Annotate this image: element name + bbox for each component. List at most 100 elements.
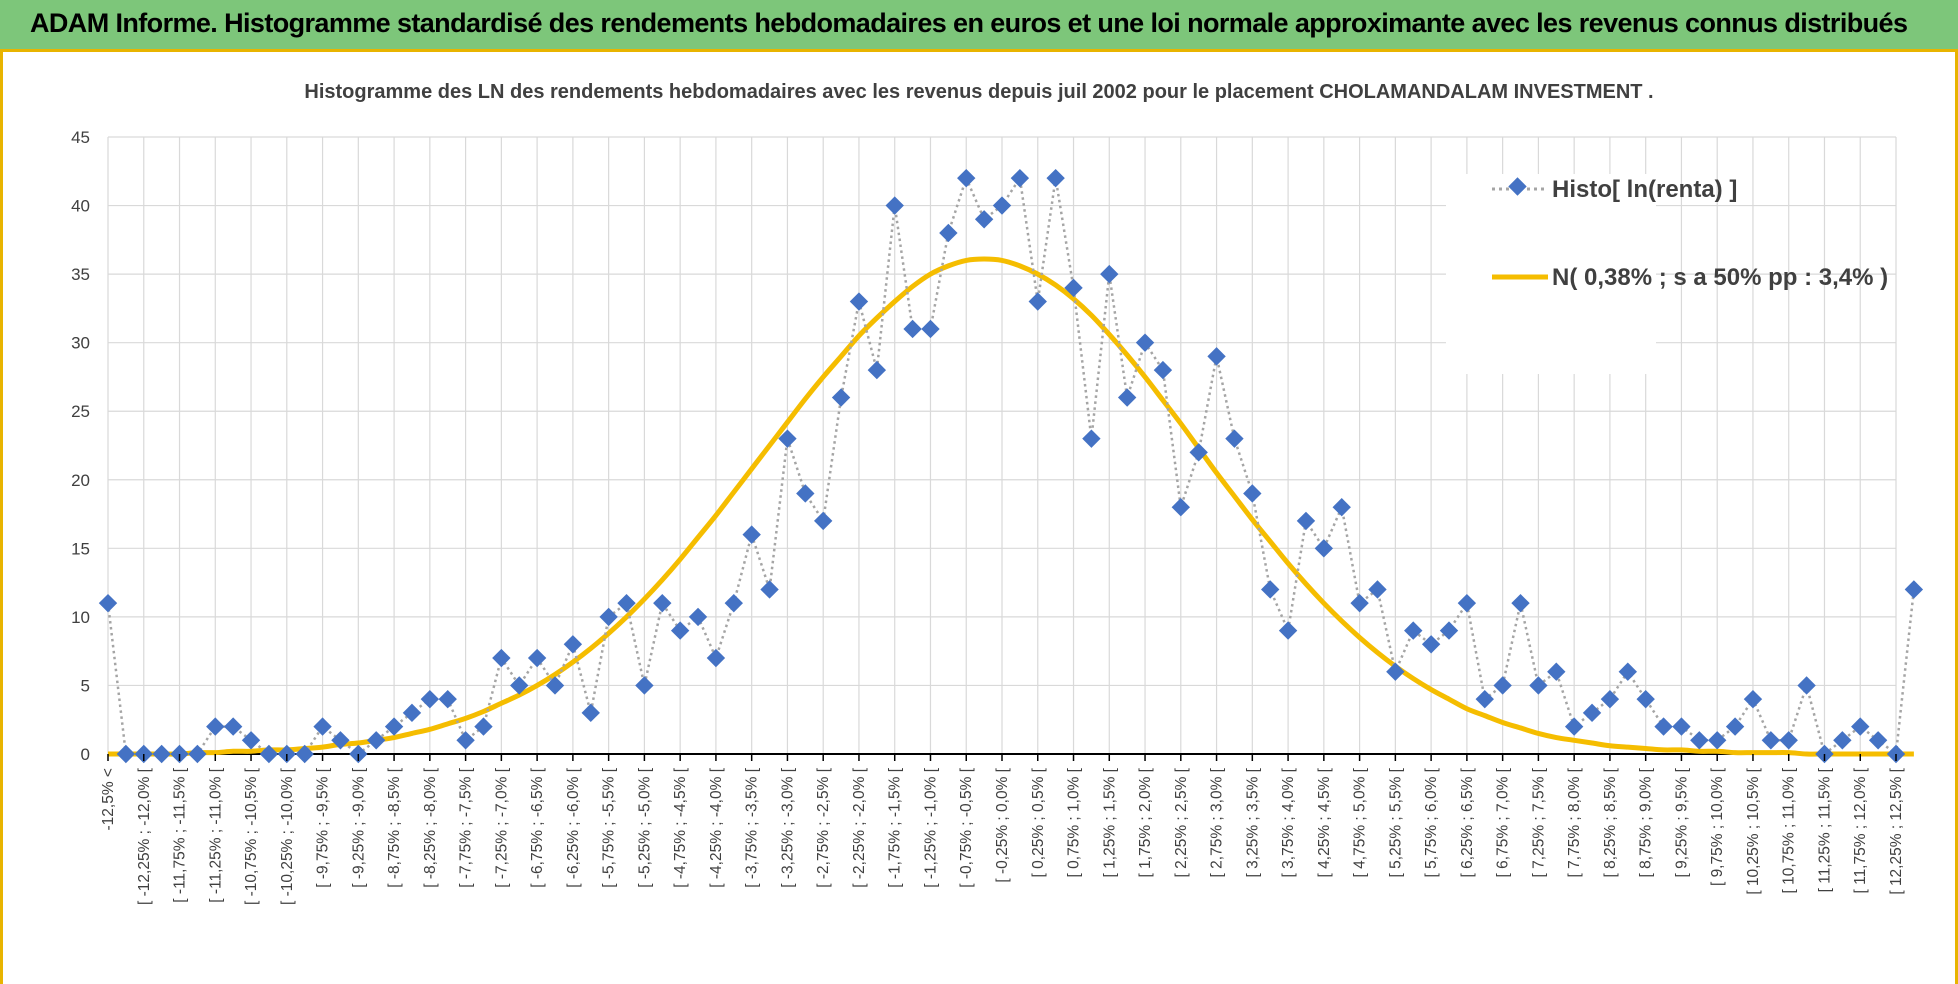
x-category-label: [ 8,75% ; 9,0% [ [1638, 767, 1655, 877]
histogram-point [1243, 484, 1262, 503]
histogram-point [1708, 731, 1727, 750]
histogram-point [563, 635, 583, 654]
histogram-point [1225, 429, 1244, 448]
histogram-point [1189, 443, 1208, 462]
histogram-point [1439, 621, 1459, 640]
histogram-point [1350, 593, 1369, 613]
report-banner: ADAM Informe. Histogramme standardisé de… [0, 0, 1958, 52]
histogram-point [223, 717, 243, 736]
histogram-point [1904, 580, 1924, 599]
x-category-label: [ 1,75% ; 2,0% [ [1137, 767, 1154, 877]
gridlines [107, 136, 1897, 755]
histogram-point [635, 676, 654, 695]
histogram-point [1582, 703, 1602, 723]
x-category-label: [ 6,75% ; 7,0% [ [1495, 767, 1512, 877]
x-category-label: [ 7,25% ; 7,5% [ [1530, 767, 1547, 877]
histogram-point [724, 593, 743, 613]
histogram-point [957, 168, 976, 188]
histogram-point [241, 731, 261, 750]
histogram-point [1475, 689, 1494, 709]
y-tick-label: 5 [81, 676, 90, 695]
y-axis-ticks: 0 5 10 15 20 25 30 35 40 45 [71, 128, 90, 764]
histogram-point [259, 744, 279, 764]
histogram-point [456, 731, 475, 750]
x-category-label: [ 10,75% ; 11,0% [ [1781, 767, 1798, 893]
histogram-point [688, 607, 708, 627]
histogram-point [1868, 731, 1888, 750]
histogram-point [1493, 676, 1512, 695]
chart-frame [0, 52, 1958, 984]
x-category-label: [ 9,75% ; 10,0% [ [1709, 767, 1726, 886]
histogram-point [1672, 717, 1691, 736]
histogram-point [706, 648, 726, 668]
histogram-point [367, 731, 386, 750]
histogram-point [760, 580, 779, 599]
y-tick-label: 20 [71, 471, 90, 490]
histogram-point [1368, 580, 1387, 599]
histogram-point [295, 744, 314, 764]
histogram-point [831, 388, 851, 407]
x-category-label: [ 0,75% ; 1,0% [ [1066, 767, 1083, 877]
histogram-point [545, 676, 565, 695]
x-category-label: [ -6,75% ; -6,5% [ [529, 767, 546, 887]
histogram-point [1547, 662, 1566, 681]
x-category-label: [ 2,25% ; 2,5% [ [1173, 767, 1190, 877]
histogram-point [474, 717, 493, 736]
x-category-label: [ 0,25% ; 0,5% [ [1030, 767, 1047, 877]
histogram-point [402, 703, 422, 723]
histogram-point [1618, 662, 1637, 681]
y-tick-label: 35 [71, 265, 90, 284]
x-category-label: [ 3,75% ; 4,0% [ [1280, 767, 1297, 877]
y-tick-label: 30 [71, 334, 90, 353]
histogram-point [1332, 498, 1351, 517]
x-category-label: [ -5,75% ; -5,5% [ [601, 767, 618, 887]
x-category-label: [ 6,25% ; 6,5% [ [1459, 767, 1476, 877]
legend-histo-label: Histo[ ln(renta) ] [1552, 176, 1737, 203]
histogram-point [420, 689, 440, 709]
histogram-point [921, 319, 940, 339]
x-category-label: -12,5% < [100, 768, 117, 830]
x-category-label: [ 5,25% ; 5,5% [ [1387, 767, 1404, 877]
histogram-point [1457, 593, 1477, 613]
x-category-label: [ -1,25% ; -1,0% [ [922, 767, 939, 887]
histogram-point [116, 744, 136, 764]
histogram-point [1636, 689, 1655, 709]
histogram-point [992, 196, 1012, 215]
normal-curve-line [107, 256, 1914, 757]
legend: Histo[ ln(renta) ] N( 0,38% ; s a 50% pp… [1446, 174, 1888, 374]
x-category-label: [ -5,25% ; -5,0% [ [636, 767, 653, 887]
histogram-series [106, 174, 1916, 757]
histogram-point [1028, 292, 1047, 311]
banner-title: ADAM Informe. Histogramme standardisé de… [30, 8, 1908, 38]
x-category-label: [ 7,75% ; 8,0% [ [1566, 767, 1583, 877]
histogram-point [1529, 676, 1548, 695]
y-tick-label: 15 [71, 539, 90, 558]
x-category-label: [ -7,75% ; -7,5% [ [458, 767, 475, 887]
histogram-point [1797, 676, 1816, 695]
histogram-point [653, 593, 672, 613]
histogram-point [1207, 347, 1226, 366]
histogram-point [1296, 511, 1316, 531]
x-category-label: [ -11,75% ; -11,5% [ [172, 767, 189, 902]
histogram-point [1278, 621, 1298, 640]
x-category-label: [ -2,25% ; -2,0% [ [851, 767, 868, 887]
histogram-point [1690, 731, 1709, 750]
histogram-point [1046, 168, 1065, 188]
x-category-label: [ -10,25% ; -10,0% [ [279, 767, 296, 905]
histogram-chart: Histogramme des LN des rendements hebdom… [71, 81, 1924, 905]
histogram-point [581, 703, 600, 723]
histogram-point [778, 429, 797, 448]
histogram-point [1314, 539, 1334, 558]
histogram-point [188, 744, 207, 764]
x-category-label: [ -7,25% ; -7,0% [ [493, 767, 510, 887]
histogram-point [1117, 388, 1137, 407]
histogram-point [152, 744, 171, 764]
x-category-label: [ -12,25% ; -12,0% [ [136, 767, 153, 905]
normal-curve-series [107, 256, 1914, 757]
x-category-label: [ 8,25% ; 8,5% [ [1602, 767, 1619, 877]
histogram-point [1761, 731, 1781, 750]
histogram-point [438, 689, 457, 709]
histogram-point [903, 319, 922, 339]
histogram-point [1010, 168, 1030, 188]
chart-title: Histogramme des LN des rendements hebdom… [304, 81, 1653, 103]
